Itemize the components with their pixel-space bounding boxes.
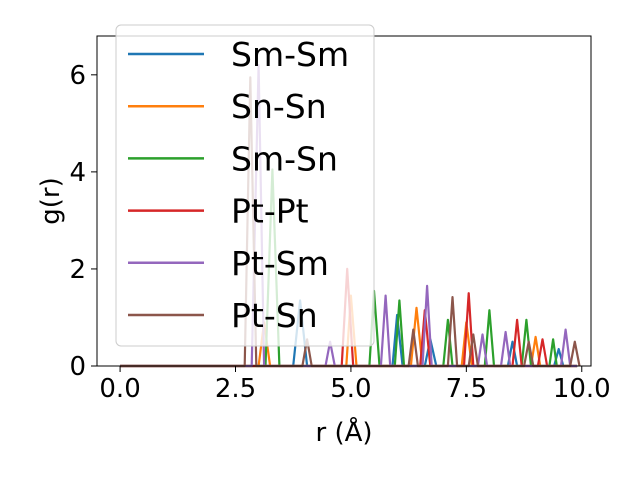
legend-label: Pt-Sm bbox=[231, 244, 329, 283]
x-axis-label: r (Å) bbox=[315, 416, 372, 448]
y-axis-ticks: 0 2 4 6 bbox=[69, 61, 97, 382]
x-tick-label: 2.5 bbox=[215, 374, 256, 404]
x-tick-label: 10.0 bbox=[553, 374, 611, 404]
legend-label: Sn-Sn bbox=[231, 87, 327, 126]
x-tick-label: 5.0 bbox=[330, 374, 371, 404]
legend-label: Pt-Sn bbox=[231, 296, 318, 335]
legend: Sm-Sm Sn-Sn Sm-Sn Pt-Pt Pt-Sm Pt-Sn bbox=[115, 24, 375, 347]
legend-label: Pt-Pt bbox=[231, 192, 309, 231]
y-tick-label: 0 bbox=[69, 352, 86, 382]
x-axis-ticks: 0.0 2.5 5.0 7.5 10.0 bbox=[99, 366, 611, 404]
legend-label: Sm-Sm bbox=[231, 35, 349, 74]
y-tick-label: 4 bbox=[69, 158, 86, 188]
y-tick-label: 6 bbox=[69, 61, 86, 91]
y-axis-label: g(r) bbox=[36, 177, 66, 224]
legend-label: Sm-Sn bbox=[231, 139, 338, 178]
y-tick-label: 2 bbox=[69, 255, 86, 285]
x-tick-label: 0.0 bbox=[99, 374, 140, 404]
x-tick-label: 7.5 bbox=[446, 374, 487, 404]
